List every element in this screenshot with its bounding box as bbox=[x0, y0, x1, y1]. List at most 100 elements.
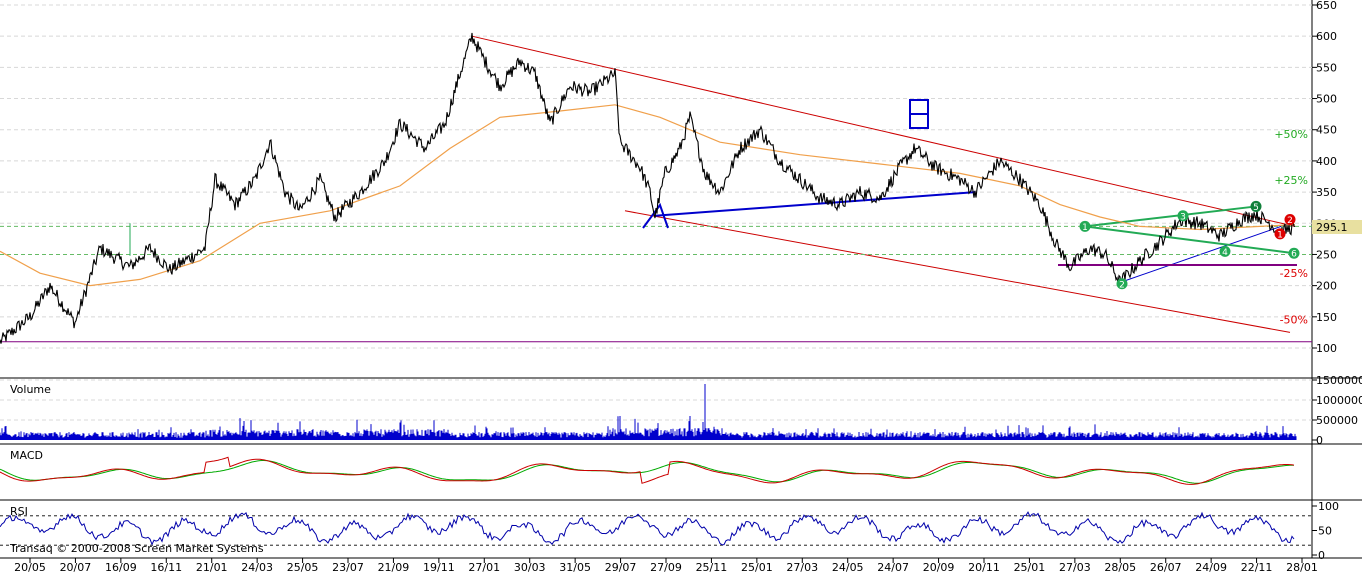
price-series bbox=[0, 32, 1296, 344]
price-y-tick-label: 400 bbox=[1316, 155, 1337, 168]
price-y-tick-label: 500 bbox=[1316, 93, 1337, 106]
rsi-pane-title: RSI bbox=[10, 505, 28, 518]
rsi-y-axis: 0 50 100 bbox=[1312, 500, 1339, 562]
price-y-tick-label: 650 bbox=[1316, 0, 1337, 12]
volume-y-tick-label: 0 bbox=[1316, 434, 1323, 447]
chart-annotations bbox=[0, 35, 1312, 343]
wave-label-circle bbox=[1284, 214, 1296, 226]
x-tick-label: 20/09 bbox=[923, 561, 955, 573]
volume-y-tick-label: 1000000 bbox=[1316, 394, 1362, 407]
wave-label-circle bbox=[1079, 220, 1091, 232]
wave-label-text: 2 bbox=[1119, 280, 1125, 290]
channel-lower-line bbox=[624, 210, 1291, 333]
last-price-label: 295.1 bbox=[1316, 221, 1348, 234]
fib-green-line-upper bbox=[1084, 205, 1257, 228]
macd-lines bbox=[0, 456, 1295, 485]
x-tick-label: 27/03 bbox=[1059, 561, 1091, 573]
moving-average-line bbox=[0, 104, 1296, 287]
price-line bbox=[0, 32, 1296, 344]
x-tick-label: 27/01 bbox=[468, 561, 500, 573]
x-tick-label: 24/03 bbox=[241, 561, 273, 573]
rsi-y-tick-label: 100 bbox=[1318, 500, 1339, 513]
x-tick-label: 20/07 bbox=[60, 561, 92, 573]
x-tick-label: 22/11 bbox=[1241, 561, 1273, 573]
x-tick-label: 25/11 bbox=[696, 561, 728, 573]
x-tick-label: 31/05 bbox=[559, 561, 591, 573]
volume-pane-title: Volume bbox=[10, 383, 51, 396]
x-tick-label: 30/03 bbox=[514, 561, 546, 573]
x-tick-label: 25/05 bbox=[287, 561, 319, 573]
blue-x-marker bbox=[642, 202, 669, 229]
x-tick-label: 19/11 bbox=[423, 561, 455, 573]
macd-pane-title: MACD bbox=[10, 449, 43, 462]
x-tick-label: 25/01 bbox=[1014, 561, 1046, 573]
rsi-y-tick-label: 50 bbox=[1318, 525, 1332, 538]
trendline-blue-line bbox=[654, 191, 976, 217]
x-tick-label: 20/05 bbox=[14, 561, 46, 573]
macd-signal-line bbox=[0, 460, 1295, 484]
rsi-y-tick-label: 0 bbox=[1318, 549, 1325, 562]
wave-label-circle bbox=[1250, 200, 1262, 212]
last-price-background bbox=[1312, 220, 1362, 234]
x-tick-label: 26/07 bbox=[1150, 561, 1182, 573]
wave-label-circle bbox=[1288, 247, 1300, 259]
macd-line bbox=[0, 456, 1295, 485]
wave-label-text: 1 bbox=[1277, 230, 1283, 240]
last-price-tag: 295.1 bbox=[1312, 220, 1362, 234]
moving-average-path bbox=[0, 104, 1296, 287]
wave-label-circle bbox=[1274, 228, 1286, 240]
x-tick-label: 27/03 bbox=[786, 561, 818, 573]
x-tick-label: 16/09 bbox=[105, 561, 137, 573]
fib-green-line-lower bbox=[1084, 225, 1295, 255]
wave-label-text: 5 bbox=[1253, 203, 1259, 213]
volume-bars bbox=[0, 384, 1297, 440]
price-y-tick-label: 450 bbox=[1316, 124, 1337, 137]
fib-level-label: -50% bbox=[1280, 313, 1308, 326]
wave-label-circle bbox=[1219, 245, 1231, 257]
price-y-tick-label: 600 bbox=[1316, 30, 1337, 43]
wave-label-circle bbox=[1116, 278, 1128, 290]
x-tick-label: 25/01 bbox=[741, 561, 773, 573]
x-tick-label: 28/01 bbox=[1286, 561, 1318, 573]
fib-level-label: +50% bbox=[1274, 128, 1308, 141]
price-gridlines bbox=[0, 4, 1312, 349]
price-y-tick-label: 550 bbox=[1316, 61, 1337, 74]
wave-label-circle bbox=[1177, 210, 1189, 222]
wave-label-text: 3 bbox=[1180, 212, 1186, 222]
price-y-tick-label: 150 bbox=[1316, 311, 1337, 324]
x-tick-label: 29/07 bbox=[605, 561, 637, 573]
wave-label-text: 4 bbox=[1222, 248, 1228, 258]
channel-upper-line bbox=[471, 35, 1296, 227]
volume-y-tick-label: 500000 bbox=[1316, 414, 1358, 427]
fib-level-label: +25% bbox=[1274, 174, 1308, 187]
fib-level-labels: +50% +25% -25% -50% bbox=[1274, 128, 1308, 326]
volume-y-tick-label: 1500000 bbox=[1316, 374, 1362, 387]
rsi-path bbox=[0, 511, 1295, 546]
price-y-tick-label: 350 bbox=[1316, 186, 1337, 199]
x-tick-label: 21/01 bbox=[196, 561, 228, 573]
volume-bar-set bbox=[0, 384, 1297, 440]
x-tick-label: 21/09 bbox=[378, 561, 410, 573]
rsi-line bbox=[0, 511, 1295, 546]
x-tick-label: 23/07 bbox=[332, 561, 364, 573]
trendline-blue-small-line bbox=[1119, 222, 1291, 283]
wave-label-text: 1 bbox=[1082, 223, 1088, 233]
volume-y-axis: 0 500000 1000000 1500000 bbox=[1312, 374, 1362, 447]
x-tick-label: 24/09 bbox=[1195, 561, 1227, 573]
price-y-tick-label: 250 bbox=[1316, 248, 1337, 261]
x-tick-label: 16/11 bbox=[150, 561, 182, 573]
rsi-gridlines bbox=[0, 515, 1312, 546]
fib-level-label: -25% bbox=[1280, 267, 1308, 280]
x-tick-label: 20/11 bbox=[968, 561, 1000, 573]
x-tick-label: 28/05 bbox=[1104, 561, 1136, 573]
x-tick-label: 24/07 bbox=[877, 561, 909, 573]
price-y-tick-label: 100 bbox=[1316, 342, 1337, 355]
volume-gridlines bbox=[0, 379, 1312, 421]
copyright-notice: Transaq © 2000-2008 Screen Market System… bbox=[9, 542, 264, 555]
wave-label-text: 2 bbox=[1287, 216, 1293, 226]
wave-label-text: 6 bbox=[1291, 250, 1297, 260]
price-y-tick-label: 200 bbox=[1316, 280, 1337, 293]
